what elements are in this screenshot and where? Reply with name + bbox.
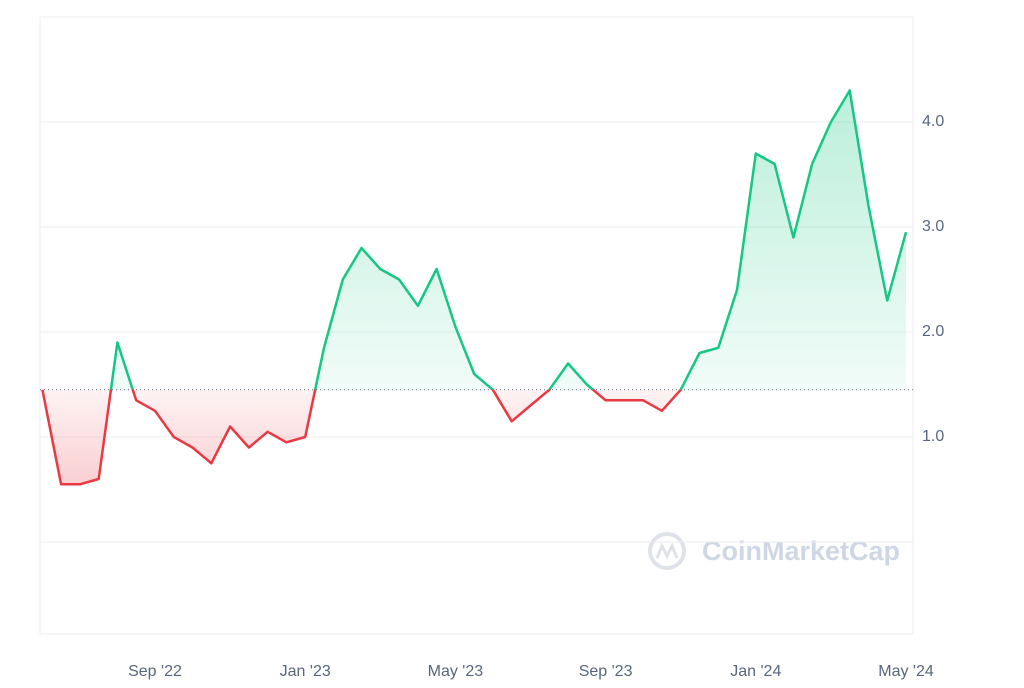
x-tick-label: Sep '23 <box>579 663 633 680</box>
y-tick-label: 1.0 <box>922 428 944 445</box>
price-line <box>41 89 908 486</box>
x-tick-label: Sep '22 <box>128 663 182 680</box>
x-tick-label: Jan '23 <box>280 663 331 680</box>
x-tick-label: May '24 <box>878 663 934 680</box>
y-tick-label: 3.0 <box>922 218 944 235</box>
watermark-logo <box>648 532 686 570</box>
area <box>42 90 907 485</box>
x-tick-label: May '23 <box>428 663 484 680</box>
x-tick-label: Jan '24 <box>730 663 781 680</box>
y-tick-label: 4.0 <box>922 113 944 130</box>
y-tick-label: 2.0 <box>922 323 944 340</box>
watermark: CoinMarketCap <box>702 536 900 566</box>
